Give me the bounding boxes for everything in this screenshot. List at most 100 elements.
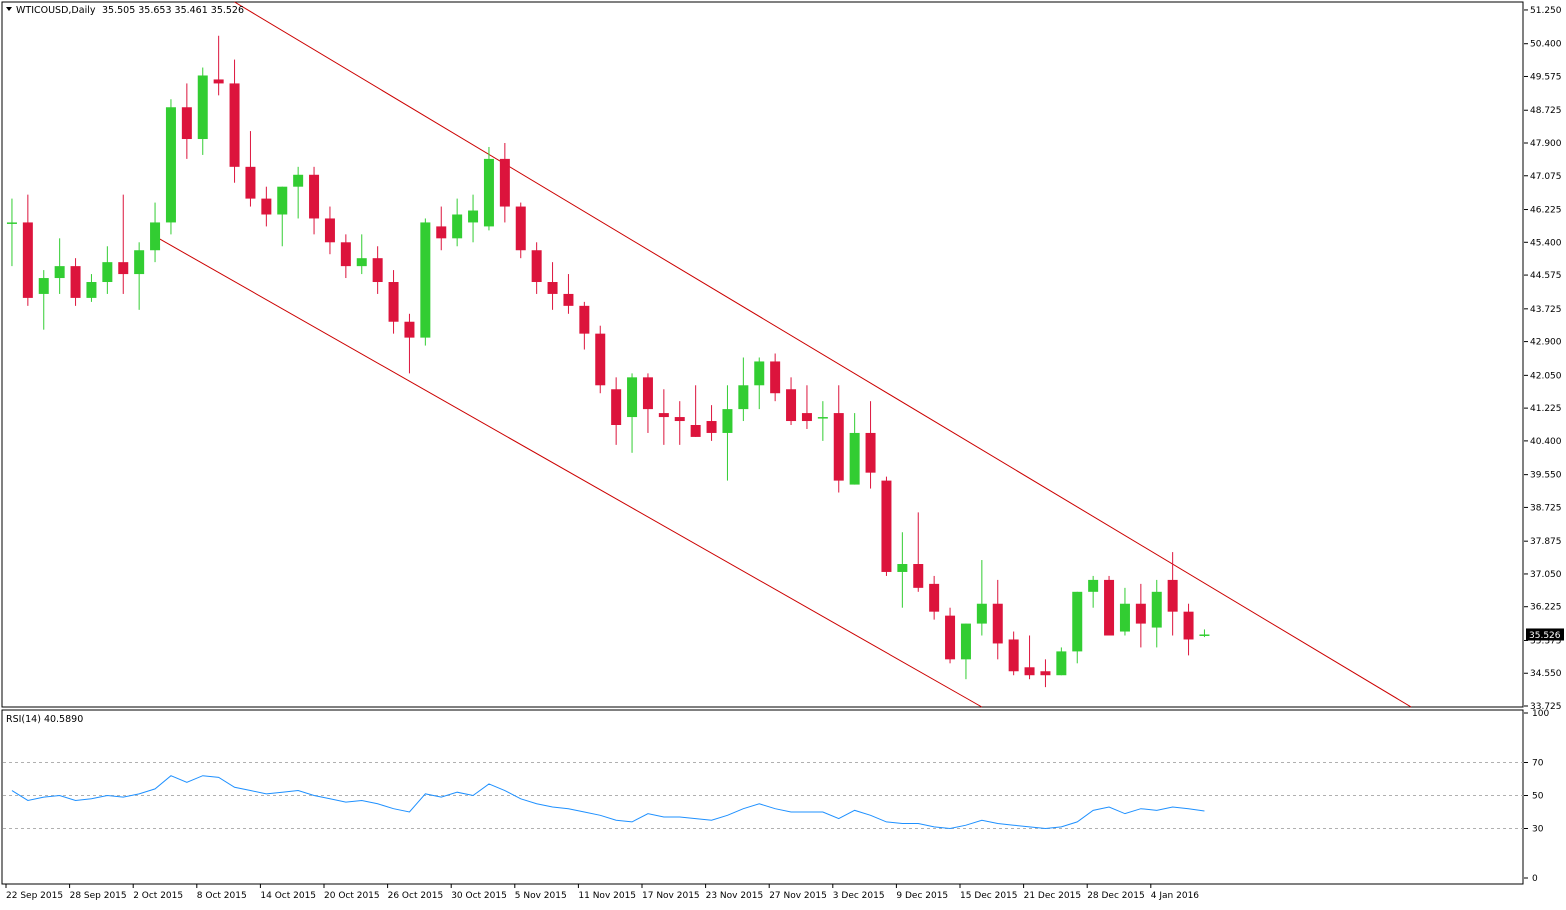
candle-body [499, 158, 510, 207]
candle-body [627, 377, 638, 418]
candle [70, 258, 81, 306]
candle-body [1119, 603, 1130, 632]
candle-body [674, 417, 685, 422]
candle [388, 270, 399, 334]
candle-body [293, 174, 304, 187]
current-price-label: 35.526 [1529, 631, 1561, 641]
candle [483, 146, 494, 231]
candle [929, 575, 940, 620]
price-tick-label: 44.575 [1530, 271, 1562, 281]
candle [245, 131, 256, 207]
candle [54, 238, 65, 294]
price-axis: 51.250 50.400 49.575 48.725 47.900 47.075 46.2… [1524, 6, 1562, 712]
candle-body [245, 166, 256, 199]
candle [849, 413, 860, 485]
candle [674, 401, 685, 445]
candle-body [531, 250, 542, 283]
candle [515, 202, 526, 259]
date-tick-label: 28 Dec 2015 [1087, 891, 1145, 901]
candle [770, 353, 781, 402]
candle [658, 389, 669, 445]
date-tick-label: 9 Dec 2015 [896, 891, 948, 901]
channel-line [154, 235, 983, 708]
candle-body [229, 83, 240, 167]
candle [134, 242, 145, 310]
candle-body [579, 305, 590, 334]
candle [340, 234, 351, 279]
candle-body [483, 158, 494, 227]
rsi-tick-label: 0 [1532, 874, 1538, 884]
price-tick-label: 45.400 [1530, 238, 1562, 248]
candle [1151, 579, 1162, 648]
date-tick-label: 22 Sep 2015 [6, 891, 63, 901]
candle [1072, 591, 1083, 664]
candle-body [420, 222, 431, 338]
candle-body [897, 564, 908, 572]
price-tick-label: 49.575 [1530, 72, 1562, 82]
price-tick-label: 46.225 [1530, 206, 1562, 216]
candle [1199, 629, 1210, 638]
price-tick-label: 51.250 [1530, 6, 1562, 16]
candle [738, 357, 749, 422]
candle-body [309, 174, 320, 219]
candle-body [1199, 634, 1210, 636]
candle [579, 301, 590, 350]
candle [531, 242, 542, 294]
candle-body [1040, 671, 1051, 676]
candle-body [452, 214, 463, 239]
current-price-box [1526, 628, 1564, 641]
candle-body [118, 262, 129, 275]
candle [261, 186, 272, 227]
candle-body [1151, 591, 1162, 628]
candle [1088, 575, 1099, 608]
candle [754, 357, 765, 410]
candle [404, 313, 415, 374]
candle-body [960, 623, 971, 660]
rsi-series [11, 775, 1205, 830]
channel-lines [154, 1, 1412, 708]
candle-body [849, 432, 860, 485]
candle [181, 83, 192, 159]
date-tick-label: 5 Nov 2015 [515, 891, 567, 901]
candle-body [945, 615, 956, 660]
symbol-dropdown-icon[interactable] [6, 7, 12, 11]
candle [642, 373, 653, 433]
current-price-marker: 35.526 [1526, 628, 1564, 641]
candle [976, 560, 987, 636]
date-tick-label: 28 Sep 2015 [70, 891, 127, 901]
candle [86, 274, 97, 302]
candle [960, 623, 971, 680]
candle [801, 385, 812, 429]
candle-body [1056, 651, 1067, 676]
candle [595, 325, 606, 394]
candle-body [150, 222, 161, 251]
date-tick-label: 26 Oct 2015 [388, 891, 444, 901]
candle [436, 206, 447, 251]
candle-body [1135, 603, 1146, 624]
candle-body [1008, 639, 1019, 672]
price-tick-label: 34.550 [1530, 669, 1562, 679]
candle [1119, 587, 1130, 636]
candle [277, 186, 288, 247]
candle-body [102, 262, 113, 283]
price-panel [1, 1, 1524, 708]
rsi-panel [1, 709, 1524, 885]
symbol-label: WTICOUSD,Daily [16, 5, 96, 16]
candle-body [1088, 579, 1099, 592]
candle-body [690, 425, 701, 437]
candle-body [22, 222, 33, 298]
candle [6, 198, 17, 267]
date-tick-label: 23 Nov 2015 [706, 891, 764, 901]
candle [1135, 583, 1146, 648]
price-tick-label: 37.050 [1530, 570, 1562, 580]
candle-body [213, 79, 224, 84]
candle [722, 385, 733, 481]
candle-body [70, 266, 81, 298]
candle [945, 607, 956, 664]
candle-body [86, 282, 97, 298]
price-tick-label: 40.400 [1530, 437, 1562, 447]
candle-body [6, 222, 17, 224]
candle-body [833, 413, 844, 481]
candle [817, 401, 828, 441]
